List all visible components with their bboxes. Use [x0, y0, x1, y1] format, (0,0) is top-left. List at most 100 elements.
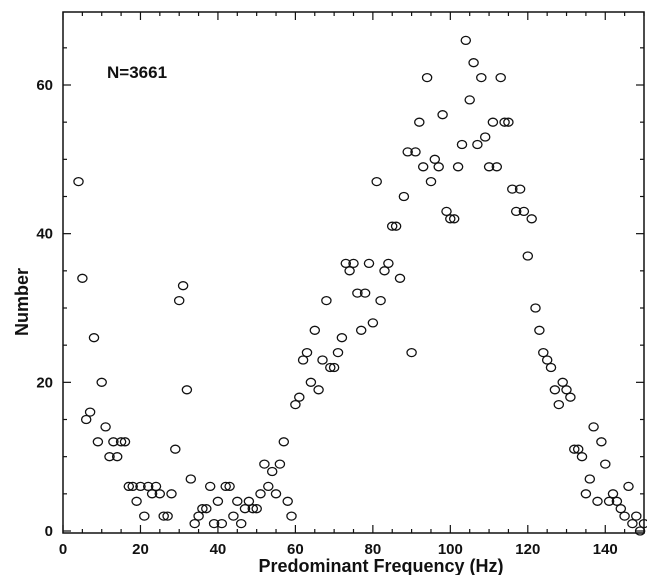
data-point — [189, 518, 200, 529]
data-point — [294, 392, 305, 402]
data-point — [309, 325, 321, 335]
data-point — [375, 295, 386, 306]
data-point — [263, 481, 274, 492]
data-point — [383, 258, 394, 269]
data-point — [526, 214, 537, 224]
data-point — [464, 95, 475, 105]
data-point — [266, 466, 278, 477]
data-point — [561, 385, 572, 395]
data-point — [476, 72, 487, 83]
x-axis-title: Predominant Frequency (Hz) — [258, 556, 503, 575]
data-point — [545, 362, 557, 373]
data-point — [479, 132, 491, 142]
sample-size-annotation: N=3661 — [107, 63, 167, 82]
data-point — [429, 154, 441, 164]
data-point — [348, 258, 359, 269]
data-point — [286, 511, 297, 521]
data-point — [80, 414, 92, 425]
data-point — [204, 481, 216, 492]
data-point — [615, 504, 627, 514]
data-point — [328, 362, 340, 373]
data-point — [185, 474, 197, 484]
data-point — [154, 489, 166, 499]
x-tick-label: 60 — [287, 541, 304, 558]
data-point — [332, 347, 344, 358]
data-point — [96, 377, 107, 387]
data-point — [146, 489, 158, 499]
data-point — [394, 273, 406, 283]
data-point — [638, 518, 647, 529]
data-point — [398, 191, 410, 202]
x-tick-label: 20 — [132, 541, 149, 558]
data-point — [270, 489, 282, 499]
data-point — [576, 452, 588, 462]
data-point — [259, 459, 270, 469]
axis-ticks — [62, 12, 645, 533]
x-tick-label: 40 — [210, 541, 227, 558]
data-point — [553, 399, 565, 410]
data-point — [514, 184, 526, 194]
x-tick-label: 80 — [365, 541, 382, 558]
data-point — [390, 221, 402, 231]
data-point — [402, 147, 413, 157]
data-point — [371, 176, 382, 187]
data-point — [100, 422, 111, 432]
data-point — [228, 511, 239, 521]
data-point — [232, 496, 243, 506]
data-point — [437, 110, 448, 120]
data-point — [557, 377, 568, 387]
data-point — [158, 511, 169, 521]
data-point — [406, 347, 417, 358]
data-point — [483, 162, 495, 172]
data-point — [305, 377, 317, 387]
data-point — [301, 347, 313, 358]
data-point — [549, 385, 561, 395]
data-point — [73, 176, 84, 187]
data-point — [142, 481, 154, 492]
data-point — [468, 58, 479, 68]
data-point — [193, 511, 204, 521]
data-point — [507, 184, 518, 194]
data-point — [603, 496, 615, 506]
data-point — [472, 139, 483, 150]
data-point — [111, 452, 123, 462]
y-tick-label: 60 — [36, 77, 53, 94]
data-point — [565, 392, 576, 402]
data-point — [340, 258, 352, 269]
data-point — [634, 526, 646, 536]
data-point — [282, 496, 293, 506]
data-point — [445, 214, 456, 224]
data-point — [212, 496, 224, 506]
data-point — [417, 162, 429, 172]
data-point — [115, 437, 127, 447]
data-point — [530, 303, 541, 313]
data-point — [290, 399, 301, 410]
data-point — [541, 355, 553, 365]
data-point — [181, 385, 193, 395]
data-point — [433, 162, 444, 172]
data-point — [421, 72, 433, 83]
data-point — [104, 452, 115, 462]
data-point — [631, 511, 642, 521]
data-point — [607, 489, 619, 499]
data-point — [224, 481, 235, 492]
data-point — [592, 496, 603, 506]
data-point — [162, 511, 173, 521]
data-point — [367, 318, 379, 328]
data-point — [216, 518, 228, 529]
data-point — [352, 288, 363, 298]
data-point — [239, 504, 251, 514]
data-point — [596, 437, 607, 447]
data-point — [495, 72, 506, 83]
y-tick-label: 0 — [45, 523, 53, 540]
data-point — [297, 355, 309, 365]
data-point — [611, 496, 623, 506]
data-point — [510, 206, 522, 217]
data-point — [88, 333, 100, 343]
data-point — [460, 35, 472, 46]
data-point — [588, 422, 599, 432]
data-point — [123, 481, 135, 492]
data-point — [170, 444, 181, 454]
data-point — [627, 518, 638, 529]
